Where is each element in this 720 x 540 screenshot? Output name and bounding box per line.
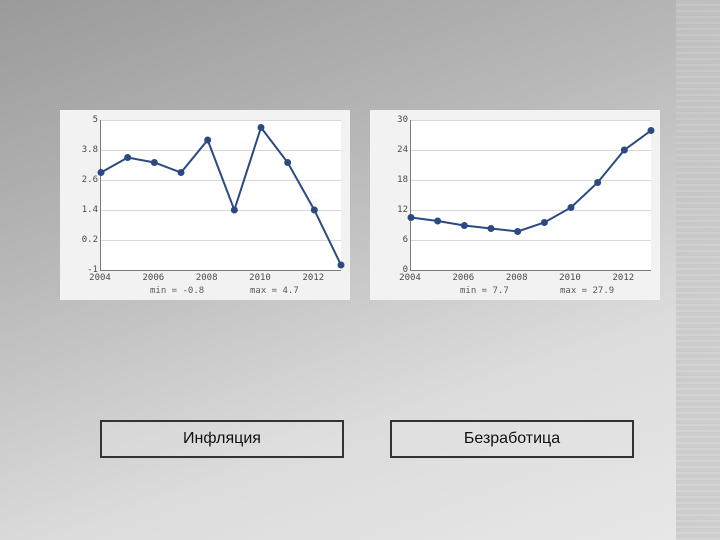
unemployment-plot-area bbox=[410, 120, 651, 271]
inflation-label-box: Инфляция bbox=[100, 420, 344, 458]
charts-row: min = -0.8 max = 4.7 -10.21.42.63.852004… bbox=[60, 110, 660, 300]
x-tick-label: 2010 bbox=[249, 273, 271, 283]
inflation-label-text: Инфляция bbox=[183, 430, 261, 447]
x-tick-label: 2004 bbox=[399, 273, 421, 283]
unemployment-label-box: Безработица bbox=[390, 420, 634, 458]
inflation-line-svg bbox=[101, 120, 341, 270]
x-tick-label: 2008 bbox=[506, 273, 528, 283]
x-tick-label: 2012 bbox=[612, 273, 634, 283]
unemployment-line-svg bbox=[411, 120, 651, 270]
x-tick-label: 2004 bbox=[89, 273, 111, 283]
inflation-max-label: max = 4.7 bbox=[250, 286, 299, 296]
unemployment-max-label: max = 27.9 bbox=[560, 286, 614, 296]
y-tick-label: 1.4 bbox=[64, 205, 98, 215]
unemployment-label-text: Безработица bbox=[464, 430, 560, 447]
y-tick-label: 0.2 bbox=[64, 235, 98, 245]
unemployment-chart-panel: min = 7.7 max = 27.9 0612182430200420062… bbox=[370, 110, 660, 300]
slide-side-strip bbox=[676, 0, 720, 540]
y-tick-label: 12 bbox=[374, 205, 408, 215]
x-tick-label: 2010 bbox=[559, 273, 581, 283]
x-tick-label: 2006 bbox=[142, 273, 164, 283]
y-tick-label: 18 bbox=[374, 175, 408, 185]
x-tick-label: 2008 bbox=[196, 273, 218, 283]
y-tick-label: 5 bbox=[64, 115, 98, 125]
x-tick-label: 2012 bbox=[302, 273, 324, 283]
inflation-min-label: min = -0.8 bbox=[150, 286, 204, 296]
y-tick-label: 6 bbox=[374, 235, 408, 245]
y-tick-label: 3.8 bbox=[64, 145, 98, 155]
inflation-chart-panel: min = -0.8 max = 4.7 -10.21.42.63.852004… bbox=[60, 110, 350, 300]
y-tick-label: 2.6 bbox=[64, 175, 98, 185]
x-tick-label: 2006 bbox=[452, 273, 474, 283]
y-tick-label: 30 bbox=[374, 115, 408, 125]
y-tick-label: 24 bbox=[374, 145, 408, 155]
unemployment-min-label: min = 7.7 bbox=[460, 286, 509, 296]
inflation-plot-area bbox=[100, 120, 341, 271]
